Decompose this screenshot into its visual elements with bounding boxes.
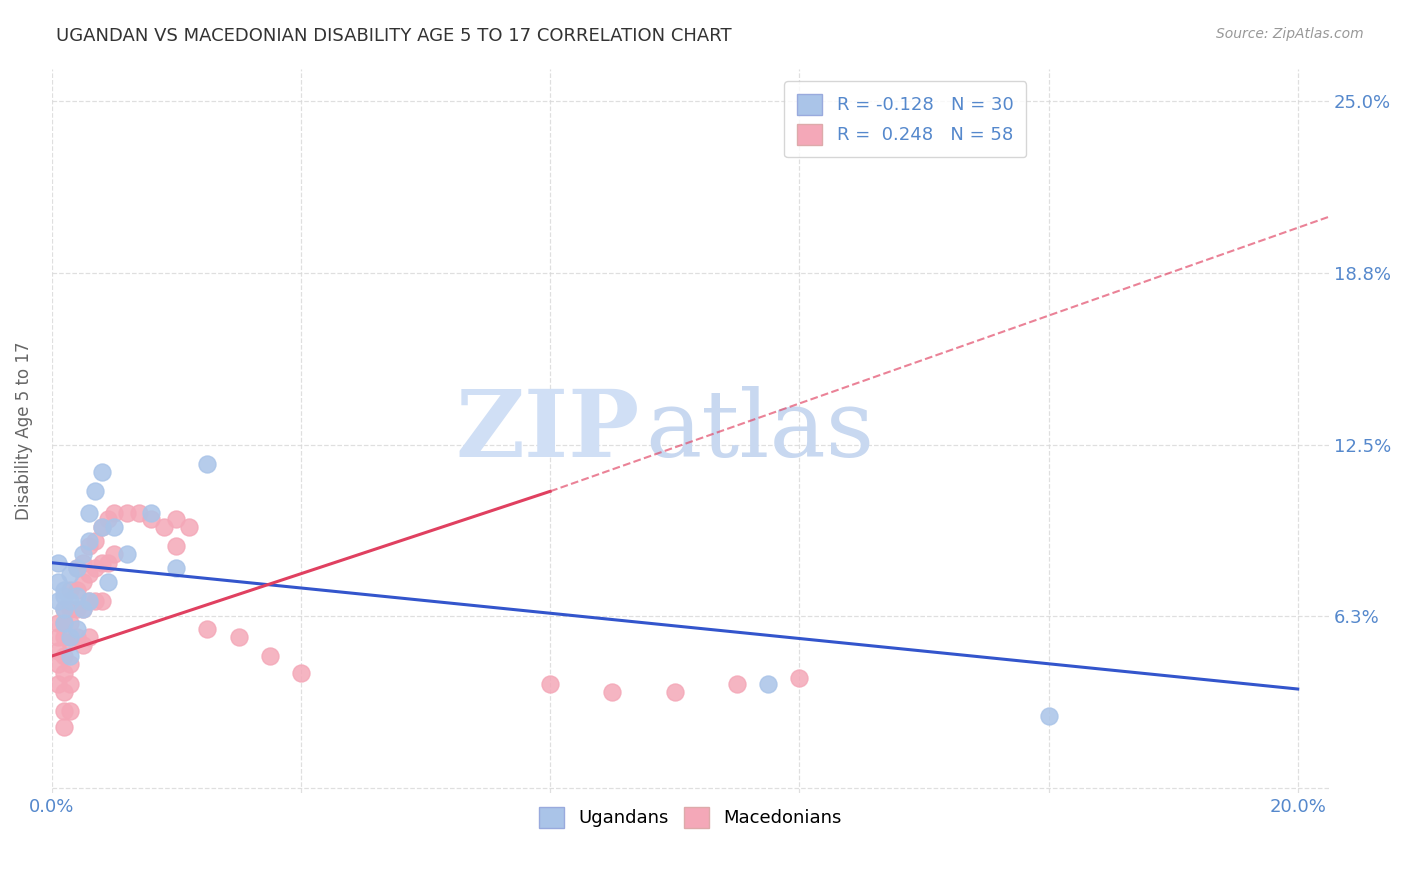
Point [197, 622, 219, 636]
Point [103, 506, 125, 520]
Point [602, 685, 624, 699]
Point [725, 676, 748, 690]
Point [53, 721, 76, 735]
Point [789, 671, 811, 685]
Point [53, 583, 76, 598]
Point [290, 665, 312, 680]
Point [59, 704, 82, 718]
Y-axis label: Disability Age 5 to 17: Disability Age 5 to 17 [15, 342, 32, 520]
Point [103, 520, 125, 534]
Point [46, 556, 69, 570]
Point [53, 602, 76, 616]
Point [90, 556, 112, 570]
Point [165, 539, 187, 553]
Point [77, 630, 100, 644]
Point [197, 457, 219, 471]
Point [97, 512, 120, 526]
Point [66, 602, 89, 616]
Point [115, 506, 138, 520]
Point [46, 676, 69, 690]
Point [46, 594, 69, 608]
Point [103, 548, 125, 562]
Point [228, 630, 250, 644]
Point [66, 589, 89, 603]
Point [77, 533, 100, 548]
Point [756, 676, 779, 690]
Point [66, 561, 89, 575]
Point [59, 630, 82, 644]
Point [72, 602, 94, 616]
Point [46, 574, 69, 589]
Point [115, 548, 138, 562]
Point [46, 643, 69, 657]
Point [53, 616, 76, 631]
Point [77, 594, 100, 608]
Point [59, 616, 82, 631]
Point [72, 548, 94, 562]
Text: Source: ZipAtlas.com: Source: ZipAtlas.com [1216, 27, 1364, 41]
Point [177, 520, 200, 534]
Point [77, 539, 100, 553]
Point [72, 556, 94, 570]
Point [97, 574, 120, 589]
Point [53, 704, 76, 718]
Point [72, 638, 94, 652]
Point [59, 583, 82, 598]
Text: ZIP: ZIP [456, 386, 640, 476]
Point [53, 602, 76, 616]
Point [538, 676, 561, 690]
Point [77, 566, 100, 581]
Point [53, 665, 76, 680]
Point [53, 616, 76, 631]
Point [90, 465, 112, 479]
Point [165, 512, 187, 526]
Point [66, 622, 89, 636]
Point [165, 561, 187, 575]
Point [90, 594, 112, 608]
Point [84, 561, 107, 575]
Point [53, 630, 76, 644]
Point [153, 520, 176, 534]
Legend: Ugandans, Macedonians: Ugandans, Macedonians [531, 800, 849, 835]
Point [59, 594, 82, 608]
Point [84, 533, 107, 548]
Point [77, 594, 100, 608]
Point [46, 657, 69, 672]
Point [59, 657, 82, 672]
Point [59, 649, 82, 664]
Point [97, 556, 120, 570]
Point [59, 676, 82, 690]
Point [259, 649, 281, 664]
Point [90, 520, 112, 534]
Point [84, 594, 107, 608]
Point [141, 512, 163, 526]
Point [59, 602, 82, 616]
Text: UGANDAN VS MACEDONIAN DISABILITY AGE 5 TO 17 CORRELATION CHART: UGANDAN VS MACEDONIAN DISABILITY AGE 5 T… [56, 27, 733, 45]
Point [53, 589, 76, 603]
Point [46, 630, 69, 644]
Text: atlas: atlas [645, 386, 875, 476]
Point [141, 506, 163, 520]
Point [84, 484, 107, 499]
Point [66, 561, 89, 575]
Point [66, 630, 89, 644]
Point [1038, 709, 1060, 723]
Point [128, 506, 150, 520]
Point [46, 616, 69, 631]
Point [66, 583, 89, 598]
Point [53, 649, 76, 664]
Point [72, 574, 94, 589]
Point [77, 506, 100, 520]
Point [59, 566, 82, 581]
Point [664, 685, 686, 699]
Point [90, 520, 112, 534]
Point [72, 602, 94, 616]
Point [59, 635, 82, 649]
Point [53, 685, 76, 699]
